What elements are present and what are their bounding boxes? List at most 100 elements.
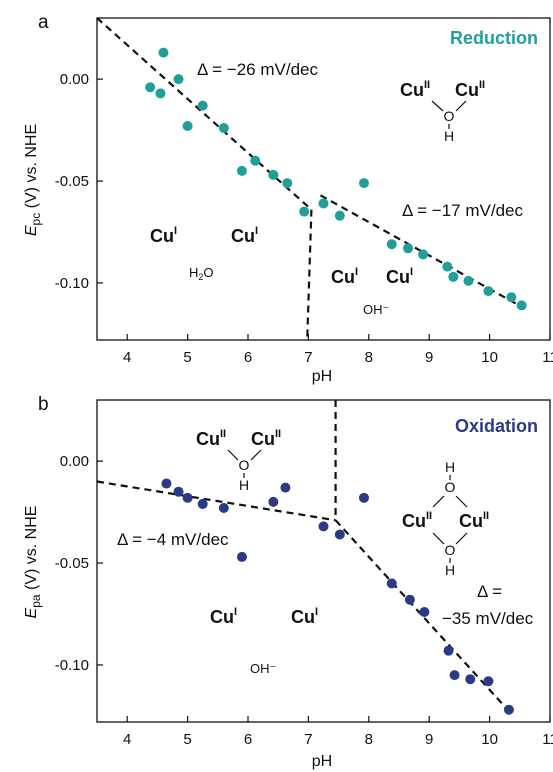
x-tick-label: 9 (425, 731, 433, 748)
data-point (236, 165, 247, 176)
data-point (418, 249, 429, 260)
data-point (503, 704, 514, 715)
bond-line (431, 100, 444, 112)
bond-line (432, 495, 445, 508)
hydrogen-atom: H (445, 459, 455, 475)
x-tick-label: 11 (542, 349, 553, 366)
fit-line (334, 519, 509, 711)
cu-symbol: Cu (400, 80, 424, 100)
x-tick-label: 9 (425, 349, 433, 366)
panel-a-y-label: Epc (V) vs. NHE (23, 124, 43, 236)
panel-a-x-label: pH (312, 368, 332, 385)
data-point (463, 275, 474, 286)
bond-line (455, 495, 468, 508)
cu-oxidation-state: II (275, 428, 281, 440)
cu-label: CuII (400, 79, 430, 100)
panel-b-hydroxo-bridge-structure: CuII CuII O H (196, 428, 281, 493)
bond-line (455, 532, 468, 545)
panel-b-slope-right-line1: Δ = (477, 582, 502, 601)
panel-b-x-label: pH (312, 753, 332, 770)
cu-oxidation-state: I (315, 606, 318, 618)
x-tick-label: 4 (123, 731, 131, 748)
cu-label: CuI (386, 266, 413, 287)
panel-a-y-label-rest: (V) vs. NHE (23, 124, 40, 213)
data-point (358, 178, 369, 189)
x-tick-label: 10 (481, 349, 498, 366)
y-tick-label: -0.05 (55, 555, 89, 572)
panel-a-y-ticks: 0.00 -0.05 -0.10 (55, 71, 103, 292)
panel-b-letter: b (38, 394, 49, 415)
cu-oxidation-state: I (234, 606, 237, 618)
cu-symbol: Cu (459, 511, 483, 531)
oxygen-atom: O (444, 108, 455, 124)
data-point (358, 492, 369, 503)
panel-b-data-points (161, 478, 514, 715)
y-tick-label: -0.10 (55, 657, 89, 674)
cu-symbol: Cu (331, 267, 355, 287)
panel-b-slope-right-line2: −35 mV/dec (442, 609, 534, 628)
panel-b-x-ticks: 4 5 6 7 8 9 10 11 (123, 716, 553, 748)
cu-label: CuII (459, 510, 489, 531)
data-point (161, 478, 172, 489)
x-tick-label: 8 (365, 349, 373, 366)
data-point (443, 645, 454, 656)
cu-oxidation-state: II (220, 428, 226, 440)
panel-a-data-points (145, 47, 527, 311)
hydrogen-atom: H (444, 128, 454, 144)
cu-oxidation-state: I (174, 225, 177, 237)
data-point (334, 529, 345, 540)
bond-line (455, 100, 467, 112)
cu-oxidation-state: I (355, 266, 358, 278)
cu-label: CuI (291, 606, 318, 627)
data-point (334, 210, 345, 221)
cu-oxidation-state: II (426, 510, 432, 522)
cu-symbol: Cu (291, 607, 315, 627)
x-tick-label: 7 (304, 731, 312, 748)
data-point (449, 670, 460, 681)
cu-symbol: Cu (231, 226, 255, 246)
cu-label: CuII (402, 510, 432, 531)
panel-a-hydroxo-bridge-structure: CuII CuII O H (400, 79, 485, 144)
y-tick-label: 0.00 (60, 453, 89, 470)
bond-line (227, 449, 239, 461)
fit-line (96, 17, 313, 211)
cu-symbol: Cu (210, 607, 234, 627)
hydrogen-atom: H (445, 562, 455, 578)
cu-oxidation-state: II (483, 510, 489, 522)
data-point (483, 676, 494, 687)
water-label: H2O (189, 265, 214, 282)
oxygen-atom: O (445, 542, 456, 558)
panel-a: a 4 5 6 7 8 9 10 11 0.00 -0.05 -0.10 pH Epc (V) v… (23, 12, 553, 385)
y-tick-label: 0.00 (60, 71, 89, 88)
cu-oxidation-state: II (424, 79, 430, 91)
oxygen-atom: O (239, 457, 250, 473)
data-point (218, 123, 229, 134)
panel-a-letter: a (38, 12, 49, 33)
cu-label: CuI (231, 225, 258, 246)
x-tick-label: 6 (244, 731, 252, 748)
data-point (182, 492, 193, 503)
data-point (318, 198, 329, 209)
data-point (419, 606, 430, 617)
data-point (280, 482, 291, 493)
data-point (250, 155, 261, 166)
x-tick-label: 8 (365, 731, 373, 748)
data-point (448, 271, 459, 282)
panel-a-x-ticks: 4 5 6 7 8 9 10 11 (123, 334, 553, 366)
x-tick-label: 10 (481, 731, 498, 748)
cu-symbol: Cu (150, 226, 174, 246)
water-subscript: 2 (198, 272, 203, 282)
cu-label: CuI (331, 266, 358, 287)
data-point (155, 88, 166, 99)
data-point (483, 286, 494, 297)
cu-symbol: Cu (402, 511, 426, 531)
data-point (282, 178, 293, 189)
x-tick-label: 4 (123, 349, 131, 366)
bond-line (432, 532, 445, 545)
data-point (182, 121, 193, 132)
cu-symbol: Cu (251, 429, 275, 449)
data-point (404, 594, 415, 605)
data-point (197, 100, 208, 111)
oxygen-atom: O (445, 479, 456, 495)
